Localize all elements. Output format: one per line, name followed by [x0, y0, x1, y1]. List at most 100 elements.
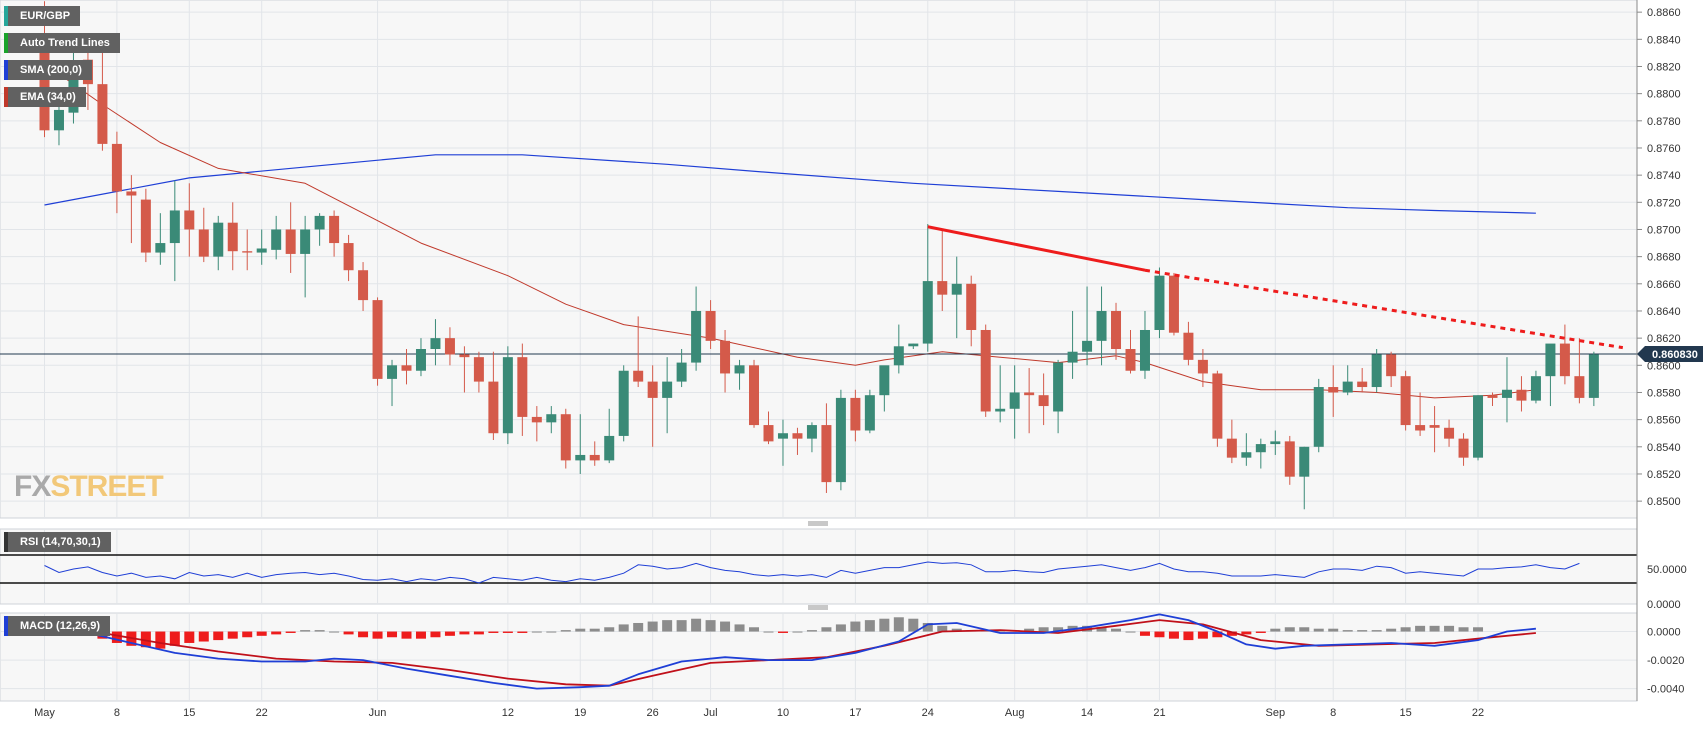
macd-histogram-bar	[444, 631, 455, 636]
candle-body	[1168, 275, 1179, 333]
watermark-fx: FX	[14, 470, 51, 503]
x-tick-label: 19	[574, 707, 586, 719]
price-tick-label: 0.8680	[1647, 252, 1681, 264]
macd-panel-resize-handle[interactable]	[808, 605, 828, 610]
candle-body	[1212, 373, 1223, 439]
macd-histogram-bar	[140, 631, 151, 648]
macd-histogram-bar	[1444, 625, 1455, 632]
price-tick-label: 0.8720	[1647, 197, 1681, 209]
candle-body	[1241, 452, 1252, 458]
macd-histogram	[39, 617, 1484, 649]
x-tick-label: May	[34, 707, 55, 719]
candle-body	[1284, 441, 1295, 477]
macd-histogram-bar	[879, 618, 890, 632]
candle-body	[53, 109, 64, 131]
legend-ema[interactable]: EMA (34,0)	[4, 87, 86, 107]
legend-sma[interactable]: SMA (200,0)	[4, 60, 92, 80]
candle-body	[618, 370, 629, 436]
legend-rsi-label: RSI (14,70,30,1)	[20, 536, 101, 548]
candle-body	[444, 338, 455, 355]
macd-histogram-bar	[314, 630, 325, 632]
candle-body	[995, 408, 1006, 412]
candle-body	[705, 310, 716, 341]
macd-histogram-bar	[1212, 631, 1223, 638]
candle-body	[213, 222, 224, 257]
x-axis: May 8 15 22 Jun 12 19 26 Jul 10 17 24 Aug 14 21 Sep 8 15 2…	[34, 707, 1484, 719]
candle-body	[126, 191, 137, 196]
candle-body	[97, 84, 108, 144]
price-panel	[0, 0, 1638, 519]
macd-histogram-bar	[111, 631, 122, 643]
price-tick-label: 0.8760	[1647, 143, 1681, 155]
candle-body	[1386, 354, 1397, 377]
macd-histogram-bar	[864, 620, 875, 632]
candle-body	[1313, 387, 1324, 447]
legend-auto-trend-lines[interactable]: Auto Trend Lines	[4, 33, 120, 53]
macd-histogram-bar	[1299, 627, 1310, 632]
macd-histogram-bar	[1458, 627, 1469, 632]
candle-body	[242, 251, 253, 253]
candle-body	[864, 395, 875, 431]
watermark-street: STREET	[50, 470, 163, 503]
candle-body	[691, 310, 702, 363]
candle-body	[517, 357, 528, 417]
price-tick-label: 0.8800	[1647, 89, 1681, 101]
candle-body	[1501, 389, 1512, 398]
candle-body	[546, 414, 557, 423]
macd-histogram-bar	[850, 621, 861, 632]
candle-body	[1559, 343, 1570, 377]
rsi-panel-resize-handle[interactable]	[808, 521, 828, 526]
candle-body	[1574, 376, 1585, 398]
candle-body	[1328, 387, 1339, 393]
candle-body	[1458, 438, 1469, 458]
macd-histogram-bar	[560, 630, 571, 632]
x-tick-label: Sep	[1266, 707, 1286, 719]
candle-body	[1299, 446, 1310, 477]
macd-histogram-bar	[589, 628, 600, 632]
current-price-tag	[1637, 346, 1703, 363]
macd-histogram-bar	[271, 631, 282, 635]
macd-histogram-bar	[777, 631, 788, 633]
macd-histogram-bar	[473, 631, 484, 635]
legend-eurgbp[interactable]: EUR/GBP	[4, 6, 81, 26]
macd-histogram-bar	[372, 631, 383, 639]
candle-body	[184, 210, 195, 230]
macd-signal-line	[44, 619, 1536, 687]
candle-body	[893, 346, 904, 366]
candle-body	[734, 365, 745, 374]
x-tick-label: 24	[922, 707, 934, 719]
candle-body	[271, 229, 282, 250]
candle-body	[980, 329, 991, 412]
macd-histogram-bar	[1096, 627, 1107, 632]
legend-rsi[interactable]: RSI (14,70,30,1)	[4, 532, 111, 552]
x-tick-label: 21	[1153, 707, 1165, 719]
macd-histogram-bar	[951, 628, 962, 632]
legend-macd[interactable]: MACD (12,26,9)	[4, 616, 111, 636]
candle-body	[922, 281, 933, 344]
candle-body	[111, 143, 122, 192]
candle-body	[1067, 351, 1078, 363]
price-tick-label: 0.8560	[1647, 415, 1681, 427]
macd-histogram-bar	[806, 630, 817, 632]
macd-histogram-bar	[821, 627, 832, 632]
candle-body	[604, 435, 615, 461]
candle-body	[1038, 395, 1049, 407]
macd-histogram-bar	[401, 631, 412, 639]
macd-histogram-bar	[1371, 630, 1382, 632]
macd-histogram-bar	[604, 627, 615, 632]
x-tick-label: Jun	[369, 707, 387, 719]
macd-histogram-bar	[1038, 627, 1049, 632]
candle-body	[198, 229, 209, 257]
candle-body	[329, 215, 340, 244]
macd-histogram-bar	[343, 631, 354, 635]
legend-macd-label: MACD (12,26,9)	[20, 620, 101, 632]
candle-body	[763, 425, 774, 442]
candle-body	[459, 354, 470, 358]
macd-histogram-bar	[1400, 627, 1411, 632]
macd-histogram-bar	[256, 631, 267, 636]
candle-body	[647, 381, 658, 398]
candle-body	[821, 425, 832, 483]
rsi-tick-label: 0.0000	[1647, 599, 1681, 611]
macd-histogram-bar	[300, 630, 311, 632]
